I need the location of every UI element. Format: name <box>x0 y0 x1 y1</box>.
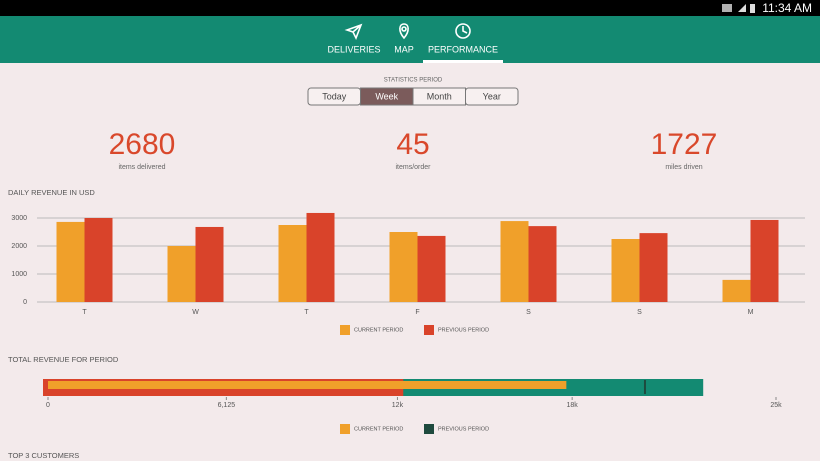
x-tick-label: M <box>748 309 754 316</box>
period-option[interactable]: Today <box>322 91 347 101</box>
x-tick-label: S <box>526 309 531 316</box>
section-title: TOP 3 CUSTOMERS <box>8 451 79 460</box>
legend-swatch <box>340 424 350 434</box>
legend-label: PREVIOUS PERIOD <box>438 426 489 432</box>
bar <box>500 221 529 302</box>
bar <box>611 239 640 302</box>
bar <box>278 225 307 302</box>
bar <box>56 221 85 302</box>
kpi-label: miles driven <box>665 164 702 171</box>
legend-swatch <box>424 424 434 434</box>
bar <box>417 235 446 302</box>
period-button[interactable] <box>465 87 519 106</box>
status-icons <box>722 4 755 13</box>
period-option[interactable]: Week <box>375 91 398 101</box>
status-bar <box>0 0 820 16</box>
legend-swatch <box>340 325 350 335</box>
target-marker <box>643 380 646 394</box>
y-tick-label: 0 <box>23 299 27 306</box>
bar <box>195 226 224 302</box>
x-tick-label: 0 <box>46 402 50 409</box>
tab-icons <box>344 23 471 40</box>
app-bar <box>0 16 820 63</box>
x-tick-label: 18k <box>567 402 579 409</box>
y-tick-label: 1000 <box>11 271 27 278</box>
kpi-value: 1727 <box>651 128 718 161</box>
y-tick-label: 3000 <box>11 215 27 222</box>
bar <box>167 246 196 302</box>
legend-label: CURRENT PERIOD <box>354 327 403 333</box>
nav-tab[interactable]: PERFORMANCE <box>428 44 498 54</box>
x-tick-label: 12k <box>392 402 404 409</box>
bar <box>389 232 418 302</box>
x-tick-label: F <box>415 309 419 316</box>
bar <box>639 233 668 302</box>
chart-title: DAILY REVENUE IN USD <box>8 188 95 197</box>
nav-tab[interactable]: MAP <box>394 44 414 54</box>
x-tick-label: 6,125 <box>218 402 236 409</box>
legend-swatch <box>424 325 434 335</box>
period-label: STATISTICS PERIOD <box>384 78 443 84</box>
x-tick-label: W <box>192 309 199 316</box>
period-option[interactable]: Month <box>427 91 452 101</box>
tab-indicator <box>423 60 503 63</box>
bar <box>722 279 751 302</box>
kpi-value: 2680 <box>109 128 176 161</box>
nav-tab[interactable]: DELIVERIES <box>327 44 380 54</box>
x-tick-label: S <box>637 309 642 316</box>
kpi-value: 45 <box>396 128 429 161</box>
y-tick-label: 2000 <box>11 243 27 250</box>
x-tick-label: 25k <box>770 402 782 409</box>
bar <box>528 226 557 302</box>
clock: 11:34 AM <box>762 1 812 15</box>
kpi-label: items/order <box>395 164 431 171</box>
period-option[interactable]: Year <box>483 91 501 101</box>
measure-bar <box>48 381 567 389</box>
bar <box>750 219 779 302</box>
kpi-label: items delivered <box>118 164 165 171</box>
legend-label: PREVIOUS PERIOD <box>438 327 489 333</box>
legend-label: CURRENT PERIOD <box>354 426 403 432</box>
x-tick-label: T <box>82 309 87 316</box>
chart-title: TOTAL REVENUE FOR PERIOD <box>8 355 119 364</box>
x-tick-label: T <box>304 309 309 316</box>
bar <box>84 218 113 302</box>
bar <box>306 212 335 302</box>
